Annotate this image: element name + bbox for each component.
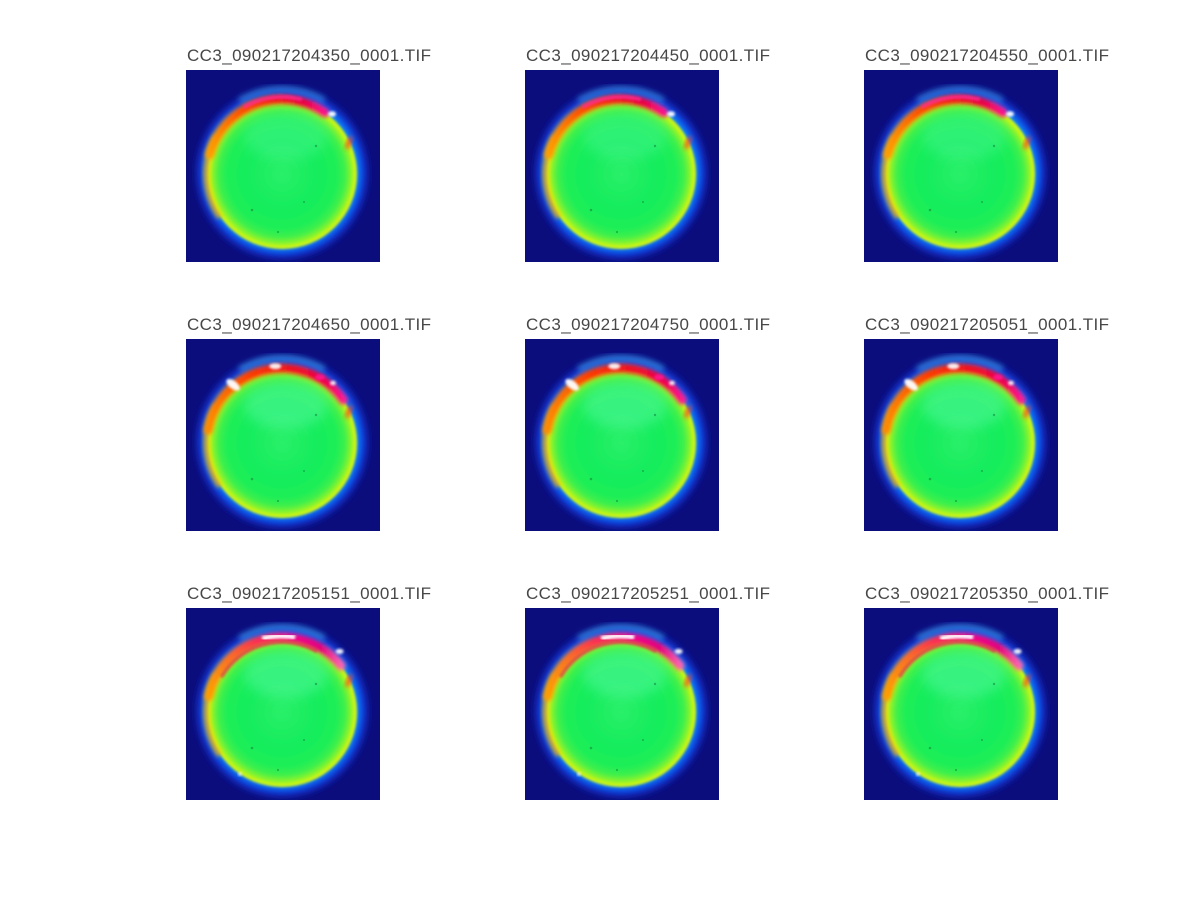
false-color-tif-image — [186, 608, 380, 800]
panel-title: CC3_090217205350_0001.TIF — [865, 584, 1110, 603]
false-color-tif-image — [186, 339, 380, 531]
panel-title: CC3_090217204550_0001.TIF — [865, 46, 1110, 65]
panel-title: CC3_090217204750_0001.TIF — [526, 315, 771, 334]
panel-4: CC3_090217204650_0001.TIF — [186, 315, 431, 531]
panel-7: CC3_090217205151_0001.TIF — [186, 584, 431, 800]
false-color-tif-image — [864, 608, 1058, 800]
false-color-tif-image — [186, 70, 380, 262]
panel-6: CC3_090217205051_0001.TIF — [864, 315, 1109, 531]
panel-title: CC3_090217204350_0001.TIF — [187, 46, 432, 65]
panel-title: CC3_090217205251_0001.TIF — [526, 584, 771, 603]
false-color-tif-image — [525, 70, 719, 262]
false-color-tif-image — [525, 608, 719, 800]
panel-title: CC3_090217204450_0001.TIF — [526, 46, 771, 65]
panel-title: CC3_090217205051_0001.TIF — [865, 315, 1110, 334]
panel-title: CC3_090217204650_0001.TIF — [187, 315, 432, 334]
false-color-tif-image — [525, 339, 719, 531]
panel-5: CC3_090217204750_0001.TIF — [525, 315, 770, 531]
panel-9: CC3_090217205350_0001.TIF — [864, 584, 1109, 800]
panel-3: CC3_090217204550_0001.TIF — [864, 46, 1109, 262]
false-color-tif-image — [864, 339, 1058, 531]
panel-1: CC3_090217204350_0001.TIF — [186, 46, 431, 262]
panel-8: CC3_090217205251_0001.TIF — [525, 584, 770, 800]
panel-2: CC3_090217204450_0001.TIF — [525, 46, 770, 262]
false-color-tif-image — [864, 70, 1058, 262]
panel-title: CC3_090217205151_0001.TIF — [187, 584, 432, 603]
